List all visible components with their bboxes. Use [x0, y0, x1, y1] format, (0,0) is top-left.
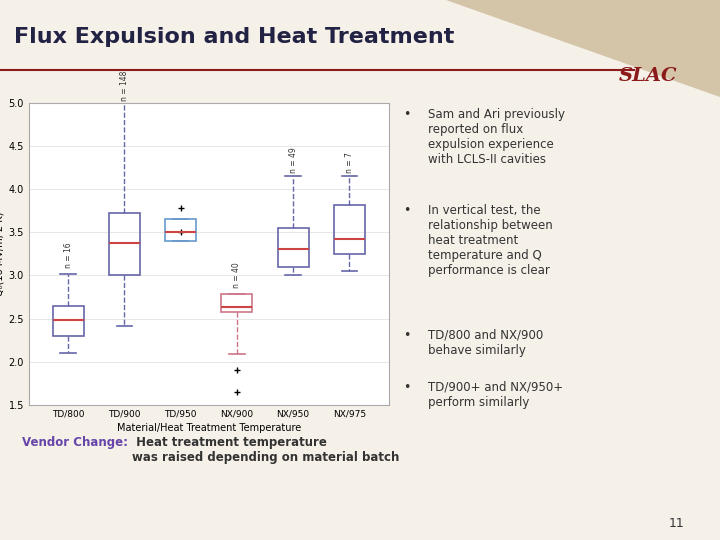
- Text: TD/800 and NX/900
behave similarly: TD/800 and NX/900 behave similarly: [428, 329, 543, 357]
- Text: TD/900+ and NX/950+
perform similarly: TD/900+ and NX/950+ perform similarly: [428, 381, 563, 409]
- Text: n = 49: n = 49: [289, 148, 297, 173]
- Text: •: •: [403, 107, 410, 120]
- X-axis label: Material/Heat Treatment Temperature: Material/Heat Treatment Temperature: [117, 423, 301, 433]
- Y-axis label: Q₀(16 MV/m, 2 K): Q₀(16 MV/m, 2 K): [0, 212, 4, 296]
- Text: •: •: [403, 381, 410, 394]
- Text: SLAC: SLAC: [618, 67, 678, 85]
- Text: n = 16: n = 16: [63, 243, 73, 268]
- Text: Vendor Change:: Vendor Change:: [22, 436, 127, 449]
- Polygon shape: [446, 0, 720, 97]
- Text: In vertical test, the
relationship between
heat treatment
temperature and Q
perf: In vertical test, the relationship betwe…: [428, 204, 553, 278]
- Text: n = 7: n = 7: [345, 153, 354, 173]
- Text: n = 148: n = 148: [120, 71, 129, 101]
- Text: •: •: [403, 329, 410, 342]
- Text: Heat treatment temperature
was raised depending on material batch: Heat treatment temperature was raised de…: [132, 436, 400, 464]
- Text: 11: 11: [669, 517, 685, 530]
- Text: •: •: [403, 204, 410, 217]
- Text: Flux Expulsion and Heat Treatment: Flux Expulsion and Heat Treatment: [14, 27, 455, 47]
- Text: Sam and Ari previously
reported on flux
expulsion experience
with LCLS-II caviti: Sam and Ari previously reported on flux …: [428, 107, 565, 166]
- Text: n = 40: n = 40: [233, 262, 241, 288]
